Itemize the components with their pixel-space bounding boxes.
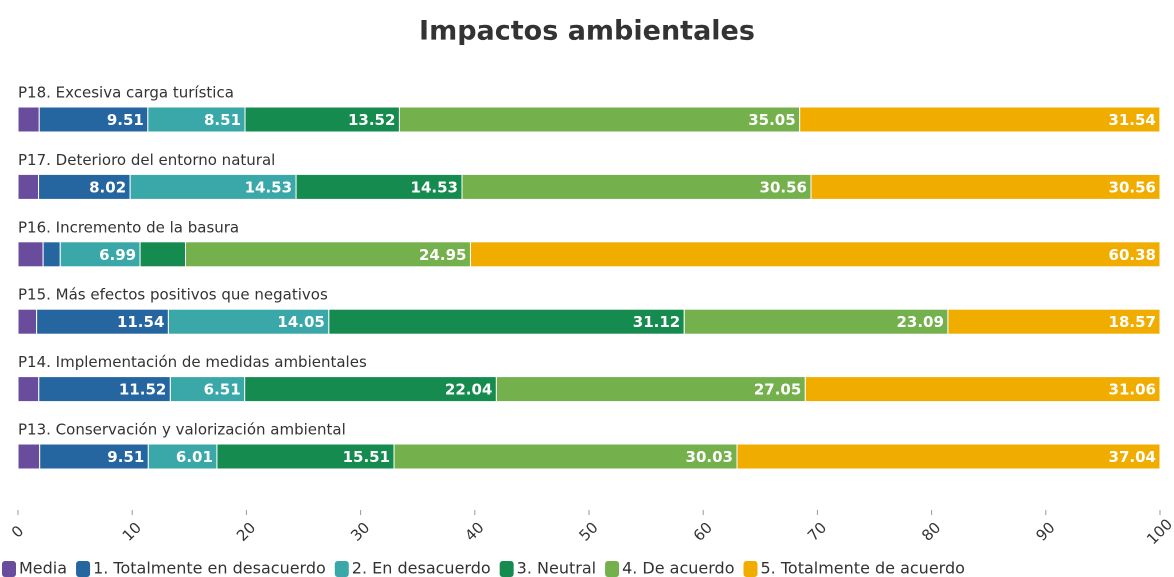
bar-segment: [17, 241, 44, 268]
value-label: 24.95: [419, 246, 466, 264]
bar-segment: [38, 106, 149, 133]
bar-segment: [17, 106, 40, 133]
bar-segment: [42, 241, 61, 268]
value-label: 30.03: [686, 448, 733, 466]
x-tick-label: 20: [233, 519, 259, 545]
bar-segment: [736, 443, 1161, 470]
legend-label: 2. En desacuerdo: [352, 559, 491, 577]
value-label: 9.51: [107, 111, 144, 129]
bar-segment: [17, 376, 40, 403]
bar-segment: [804, 376, 1161, 403]
x-tick-label: 0: [8, 522, 27, 541]
legend-swatch: [605, 561, 620, 577]
value-label: 6.51: [204, 381, 241, 399]
value-label: 11.54: [117, 313, 164, 331]
legend-swatch: [334, 561, 349, 577]
x-tick-label: 40: [461, 519, 487, 545]
bar-segment: [185, 241, 471, 268]
bar-segment: [495, 376, 806, 403]
value-label: 14.53: [245, 178, 292, 196]
value-label: 8.02: [89, 178, 126, 196]
legend-label: 1. Totalmente en desacuerdo: [93, 559, 326, 577]
bar-segment: [17, 308, 38, 335]
bar-segment: [295, 173, 463, 200]
x-tick-label: 90: [1032, 519, 1058, 545]
bar-segment: [947, 308, 1161, 335]
value-label: 27.05: [754, 381, 801, 399]
chart-title: Impactos ambientales: [419, 16, 755, 47]
bar-segment: [147, 106, 246, 133]
bar-segment: [169, 376, 246, 403]
x-tick-label: 80: [918, 519, 944, 545]
x-tick-label: 30: [347, 519, 373, 545]
value-label: 14.53: [411, 178, 458, 196]
value-label: 30.56: [1109, 178, 1156, 196]
value-label: 37.04: [1109, 448, 1156, 466]
value-label: 15.51: [343, 448, 390, 466]
value-label: 60.38: [1109, 246, 1156, 264]
value-label: 35.05: [748, 111, 795, 129]
bar-segment: [683, 308, 949, 335]
value-label: 8.51: [204, 111, 241, 129]
bar-segment: [244, 106, 400, 133]
category-label: P16. Incremento de la basura: [18, 218, 239, 236]
bar-segment: [799, 106, 1161, 133]
bar-segment: [810, 173, 1161, 200]
bar-segment: [147, 443, 218, 470]
bar-segment: [17, 443, 41, 470]
legend-label: Media: [19, 559, 67, 577]
value-label: 31.06: [1109, 381, 1156, 399]
bar-segment: [393, 443, 738, 470]
bar-segment: [328, 308, 685, 335]
bar-segment: [461, 173, 812, 200]
bar-segment: [469, 241, 1161, 268]
bar-segment: [167, 308, 330, 335]
value-label: 22.04: [445, 381, 492, 399]
value-label: 18.57: [1109, 313, 1156, 331]
value-label: 23.09: [896, 313, 943, 331]
legend-label: 4. De acuerdo: [622, 559, 734, 577]
category-label: P17. Deterioro del entorno natural: [18, 151, 275, 169]
x-tick-label: 60: [690, 519, 716, 545]
legend-swatch: [2, 561, 16, 577]
legend-swatch: [499, 561, 514, 577]
bar-segment: [139, 241, 187, 268]
value-label: 6.99: [99, 246, 136, 264]
legend-swatch: [76, 561, 91, 577]
value-label: 31.12: [633, 313, 680, 331]
category-label: P18. Excesiva carga turística: [18, 84, 234, 102]
x-tick-label: 10: [119, 519, 145, 545]
bar-segment: [216, 443, 395, 470]
category-label: P14. Implementación de medidas ambiental…: [18, 353, 367, 371]
category-label: P15. Más efectos positivos que negativos: [18, 286, 328, 304]
legend-label: 3. Neutral: [517, 559, 596, 577]
value-label: 30.56: [760, 178, 807, 196]
value-label: 9.51: [107, 448, 144, 466]
bar-segment: [244, 376, 497, 403]
bar-segment: [398, 106, 801, 133]
x-tick-label: 50: [576, 519, 602, 545]
bar-segment: [129, 173, 297, 200]
category-label: P13. Conservación y valorización ambient…: [18, 421, 346, 439]
legend-label: 5. Totalmente de acuerdo: [761, 559, 965, 577]
value-label: 31.54: [1108, 111, 1155, 129]
bar-segment: [39, 443, 149, 470]
value-label: 13.52: [348, 111, 395, 129]
value-label: 14.05: [277, 313, 324, 331]
value-label: 6.01: [176, 448, 213, 466]
value-label: 11.52: [119, 381, 166, 399]
bar-segment: [17, 173, 40, 200]
x-tick-label: 100: [1143, 515, 1174, 548]
x-tick-label: 70: [804, 519, 830, 545]
legend-swatch: [743, 561, 758, 577]
bar-segment: [59, 241, 141, 268]
